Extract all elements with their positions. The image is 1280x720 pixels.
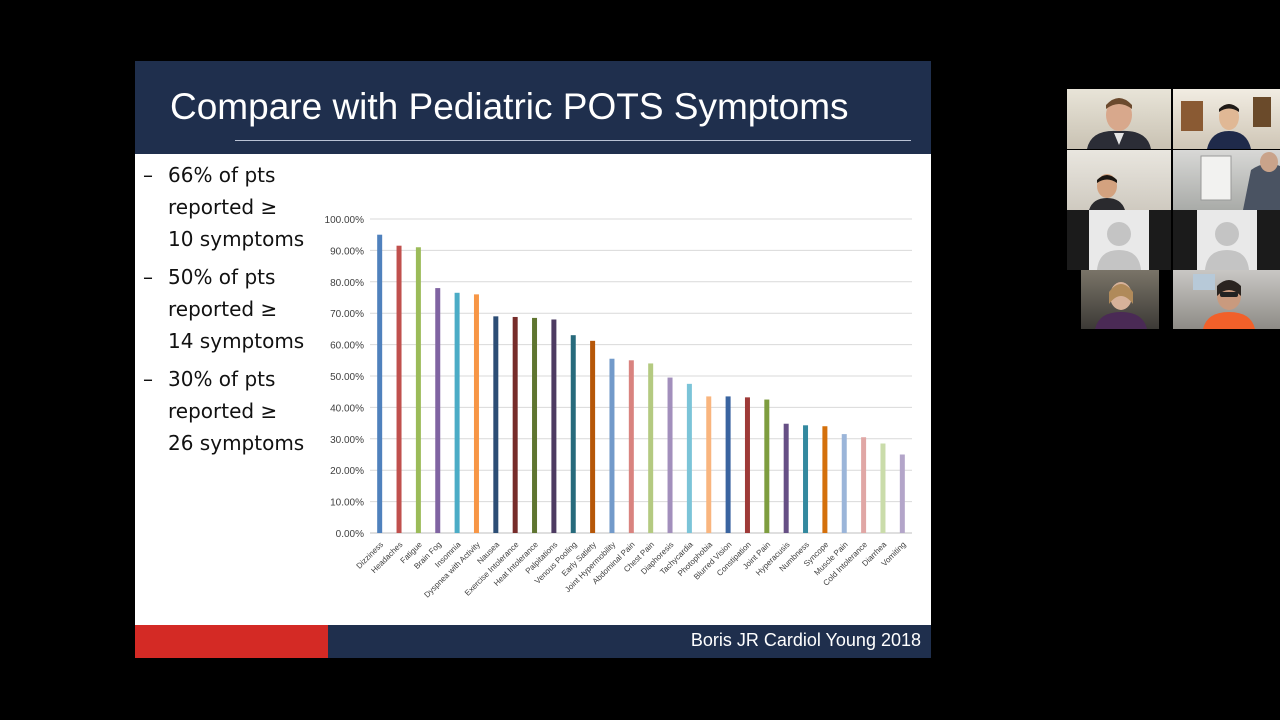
- bar: [590, 340, 596, 533]
- bullet-item: – 66% of pts reported ≥ 10 symptoms: [143, 159, 323, 255]
- participant-tile[interactable]: [1081, 270, 1159, 329]
- bullet-line: reported ≥: [168, 399, 278, 423]
- participant-video: [1181, 97, 1271, 149]
- participant-video: [1193, 274, 1255, 329]
- participant-video: [1200, 152, 1280, 210]
- bullet-item: – 50% of pts reported ≥ 14 symptoms: [143, 261, 323, 357]
- participant-video: [1087, 98, 1151, 149]
- bullet-line: 14 symptoms: [168, 329, 305, 353]
- y-tick-label: 70.00%: [330, 309, 364, 320]
- y-tick-label: 100.00%: [325, 215, 365, 226]
- bar: [473, 294, 479, 533]
- participant-tile[interactable]: [1173, 150, 1280, 210]
- bar: [377, 234, 383, 533]
- participant-tile[interactable]: [1067, 150, 1171, 210]
- citation: Boris JR Cardiol Young 2018: [690, 630, 921, 650]
- participant-tile[interactable]: [1173, 210, 1280, 270]
- slide-title: Compare with Pediatric POTS Symptoms: [170, 86, 849, 127]
- bar: [667, 377, 673, 533]
- y-tick-label: 90.00%: [330, 246, 364, 257]
- bullet-line: 10 symptoms: [168, 227, 305, 251]
- bar: [532, 317, 538, 533]
- bar: [803, 425, 809, 533]
- bar: [841, 434, 847, 533]
- bar: [899, 454, 905, 533]
- bar: [396, 245, 402, 533]
- participant-video: [1095, 282, 1147, 329]
- avatar-placeholder-icon: [1089, 210, 1149, 270]
- bullet-item: – 30% of pts reported ≥ 26 symptoms: [143, 363, 323, 459]
- bar: [493, 316, 499, 533]
- chart-gridlines: [370, 218, 912, 534]
- bullet-line: reported ≥: [168, 195, 278, 219]
- bullet-list: – 66% of pts reported ≥ 10 symptoms – 50…: [143, 159, 323, 465]
- bar: [861, 437, 867, 533]
- bar: [822, 426, 828, 533]
- bar: [570, 335, 576, 533]
- bar: [725, 396, 731, 533]
- bullet-dash: –: [143, 163, 153, 187]
- bar: [551, 319, 557, 533]
- slide-header: Compare with Pediatric POTS Symptoms: [135, 61, 931, 154]
- participant-tile[interactable]: [1173, 270, 1280, 329]
- bar: [628, 360, 634, 533]
- y-tick-label: 80.00%: [330, 278, 364, 289]
- title-divider: [235, 140, 911, 141]
- y-tick-label: 20.00%: [330, 466, 364, 477]
- avatar-placeholder-icon: [1196, 210, 1257, 270]
- shared-slide: Compare with Pediatric POTS Symptoms – 6…: [135, 61, 931, 658]
- y-tick-label: 50.00%: [330, 372, 364, 383]
- bar: [454, 292, 460, 533]
- bullet-line: 50% of pts: [168, 265, 276, 289]
- bar: [435, 288, 441, 533]
- bullet-dash: –: [143, 367, 153, 391]
- y-tick-label: 10.00%: [330, 498, 364, 509]
- bar: [783, 423, 789, 533]
- bullet-line: reported ≥: [168, 297, 278, 321]
- bullet-line: 66% of pts: [168, 163, 276, 187]
- y-tick-label: 30.00%: [330, 435, 364, 446]
- bar: [609, 358, 615, 533]
- footer-accent: [135, 625, 328, 658]
- y-tick-label: 40.00%: [330, 403, 364, 414]
- participant-video: [1089, 174, 1125, 210]
- participant-tile[interactable]: [1067, 210, 1171, 270]
- bar: [706, 396, 712, 533]
- chart-y-axis: 0.00% 10.00% 20.00% 30.00% 40.00% 50.00% 60.00…: [325, 215, 365, 540]
- bar: [744, 397, 750, 533]
- participant-tile[interactable]: [1067, 89, 1171, 149]
- bullet-line: 26 symptoms: [168, 431, 305, 455]
- y-tick-label: 60.00%: [330, 341, 364, 352]
- bar: [512, 316, 518, 533]
- chart-bars: [377, 234, 905, 533]
- bar: [764, 399, 770, 533]
- y-tick-label: 0.00%: [336, 529, 364, 540]
- bar: [648, 363, 654, 533]
- slide-footer: Boris JR Cardiol Young 2018: [328, 625, 931, 658]
- bar: [880, 443, 886, 533]
- bar: [415, 247, 421, 533]
- participant-tile[interactable]: [1173, 89, 1280, 149]
- bullet-line: 30% of pts: [168, 367, 276, 391]
- bullet-dash: –: [143, 265, 153, 289]
- bar: [686, 383, 692, 533]
- symptom-bar-chart: 0.00% 10.00% 20.00% 30.00% 40.00% 50.00% 60.00…: [325, 215, 912, 600]
